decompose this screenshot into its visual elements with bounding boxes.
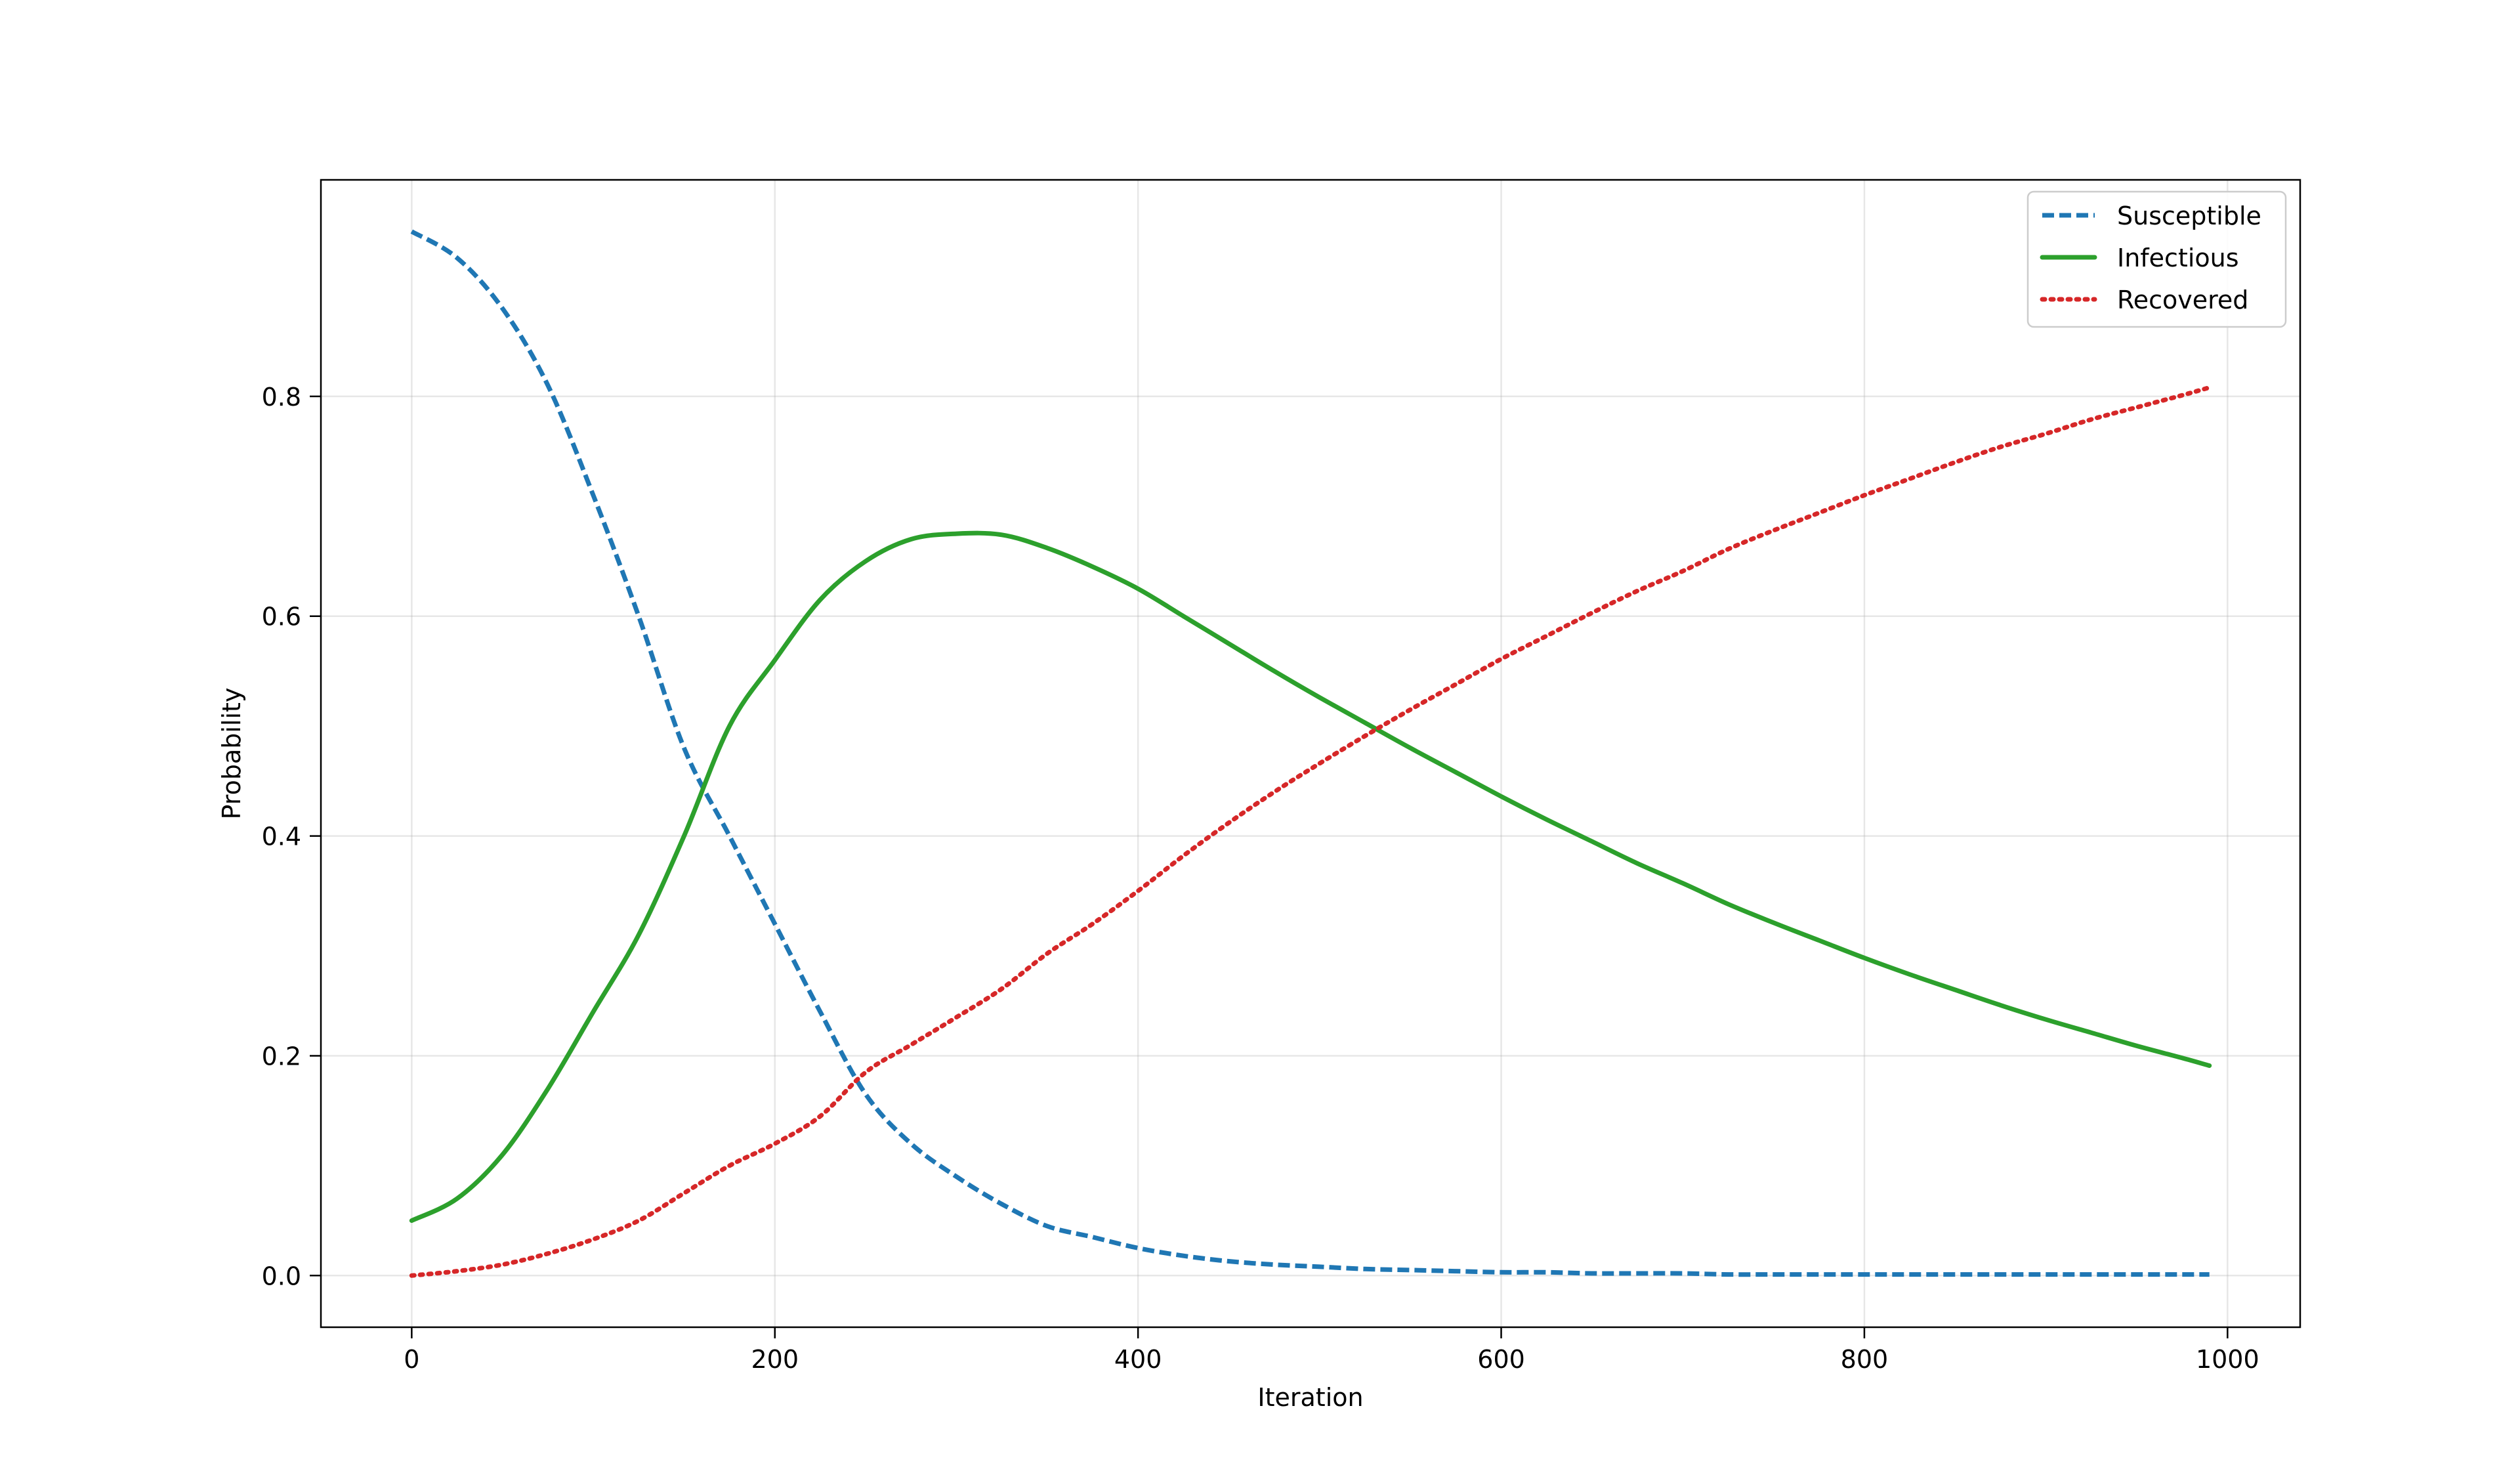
y-axis-label: Probability bbox=[217, 688, 246, 820]
x-tick-label: 1000 bbox=[2196, 1345, 2259, 1374]
y-tick-label: 0.0 bbox=[262, 1262, 301, 1290]
x-tick-label: 0 bbox=[404, 1345, 419, 1374]
y-axis: 0.0 0.2 0.4 0.6 0.8 bbox=[262, 383, 321, 1290]
legend: Susceptible Infectious Recovered bbox=[2026, 190, 2287, 328]
legend-label-susceptible: Susceptible bbox=[2117, 202, 2261, 230]
y-tick-label: 0.6 bbox=[262, 603, 301, 631]
x-tick-label: 600 bbox=[1477, 1345, 1525, 1374]
x-tick-label: 800 bbox=[1841, 1345, 1889, 1374]
plot-area-background bbox=[321, 180, 2300, 1327]
series-line-infectious bbox=[409, 530, 2212, 1224]
y-tick-label: 0.4 bbox=[262, 822, 301, 851]
series-line-susceptible bbox=[410, 229, 2210, 1277]
series-line-recovered bbox=[409, 385, 2212, 1278]
plot-frame bbox=[320, 179, 2301, 1329]
series-layer bbox=[409, 229, 2212, 1278]
legend-label-infectious: Infectious bbox=[2117, 244, 2239, 272]
x-axis-label: Iteration bbox=[1257, 1383, 1363, 1412]
y-tick-label: 0.8 bbox=[262, 383, 301, 412]
x-tick-label: 400 bbox=[1114, 1345, 1162, 1374]
x-tick-label: 200 bbox=[751, 1345, 799, 1374]
x-axis: 0 200 400 600 800 1000 bbox=[404, 1327, 2259, 1374]
legend-frame bbox=[2026, 190, 2287, 328]
legend-label-recovered: Recovered bbox=[2117, 286, 2248, 314]
y-tick-label: 0.2 bbox=[262, 1042, 301, 1071]
